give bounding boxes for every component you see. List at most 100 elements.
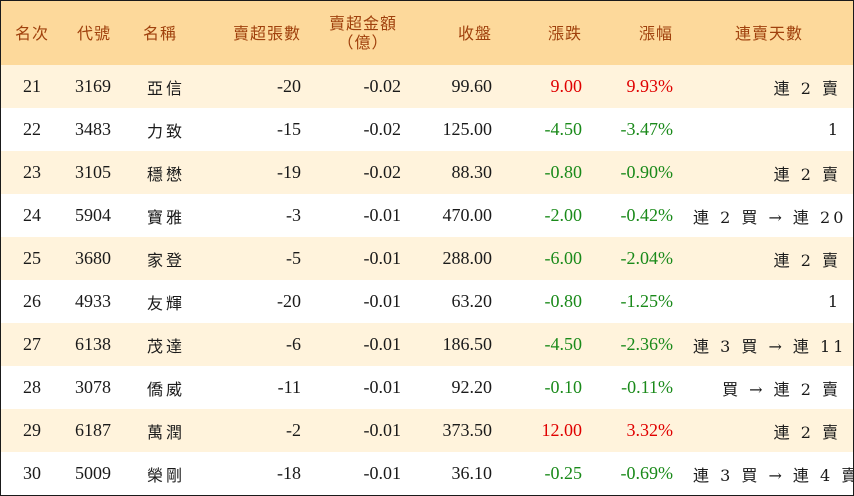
cell-change-pct: -3.47% [620, 119, 674, 139]
cell-net-sell-amount: -0.02 [363, 76, 402, 96]
cell-change: 12.00 [541, 420, 583, 440]
cell-close: 288.00 [442, 248, 493, 268]
table-row[interactable]: 28 3078 僑威 -11 -0.01 92.20 -0.10 -0.11% 買 → 連 2 … [1, 366, 853, 409]
cell-net-sell-lots: -15 [277, 119, 301, 139]
header-change[interactable]: 漲跌 [547, 23, 582, 43]
cell-rank: 30 [23, 463, 41, 483]
cell-change-pct: -2.04% [620, 248, 674, 268]
cell-net-sell-amount: -0.01 [363, 377, 402, 397]
table-row[interactable]: 23 3105 穩懋 -19 -0.02 88.30 -0.80 -0.90% 連 2 賣 [1, 151, 853, 194]
table-row[interactable]: 29 6187 萬潤 -2 -0.01 373.50 12.00 3.32% 連 2 賣 [1, 409, 853, 452]
cell-rank: 22 [23, 119, 41, 139]
table-row[interactable]: 24 5904 寶雅 -3 -0.01 470.00 -2.00 -0.42% 連 2 買 → … [1, 194, 853, 237]
cell-consecutive-days: 連 2 賣 [773, 422, 841, 442]
cell-consecutive-days: 連 2 賣 [773, 78, 841, 98]
cell-code: 6138 [75, 334, 111, 354]
cell-code: 3105 [75, 162, 111, 182]
cell-close: 92.20 [451, 377, 493, 397]
cell-close: 373.50 [442, 420, 493, 440]
cell-net-sell-lots: -19 [277, 162, 301, 182]
cell-change-pct: -1.25% [620, 291, 674, 311]
cell-consecutive-days: 連 2 賣 [773, 164, 841, 184]
header-name[interactable]: 名稱 [143, 23, 178, 43]
cell-net-sell-lots: -20 [277, 291, 301, 311]
cell-name: 寶雅 [147, 207, 186, 227]
cell-name: 茂達 [147, 336, 186, 356]
cell-change-pct: -0.90% [620, 162, 674, 182]
header-close[interactable]: 收盤 [457, 23, 492, 43]
cell-rank: 25 [23, 248, 41, 268]
cell-rank: 27 [23, 334, 41, 354]
cell-name: 家登 [147, 250, 186, 270]
header-net-sell-amount-unit: （億） [337, 33, 389, 52]
header-net-sell-amount[interactable]: 賣超金額 （億） [313, 1, 413, 65]
cell-code: 3680 [75, 248, 111, 268]
table-header: 名次 代號 名稱 賣超張數 賣超金額 （億） 收盤 漲跌 漲幅 連賣天數 [1, 1, 853, 65]
cell-code: 3169 [75, 76, 111, 96]
cell-net-sell-lots: -2 [286, 420, 301, 440]
cell-code: 5009 [75, 463, 111, 483]
cell-change-pct: -2.36% [620, 334, 674, 354]
cell-net-sell-lots: -11 [277, 377, 301, 397]
header-change-pct[interactable]: 漲幅 [638, 23, 673, 43]
cell-code: 3078 [75, 377, 111, 397]
cell-net-sell-lots: -6 [286, 334, 301, 354]
table-body: 21 3169 亞信 -20 -0.02 99.60 9.00 9.93% 連 2 賣 22 348… [1, 65, 853, 495]
header-consecutive-days[interactable]: 連賣天數 [734, 23, 803, 43]
cell-change: -2.00 [544, 205, 583, 225]
cell-net-sell-amount: -0.01 [363, 248, 402, 268]
cell-consecutive-days: 買 → 連 2 賣 [722, 379, 841, 399]
cell-rank: 28 [23, 377, 41, 397]
table-row[interactable]: 27 6138 茂達 -6 -0.01 186.50 -4.50 -2.36% 連 3 買 → … [1, 323, 853, 366]
header-net-sell-lots[interactable]: 賣超張數 [232, 23, 301, 43]
cell-consecutive-days: 連 2 賣 [773, 250, 841, 270]
cell-change-pct: 9.93% [626, 76, 674, 96]
cell-code: 6187 [75, 420, 111, 440]
cell-consecutive-days: 1 [827, 120, 841, 139]
cell-change-pct: -0.42% [620, 205, 674, 225]
cell-net-sell-amount: -0.02 [363, 119, 402, 139]
cell-rank: 23 [23, 162, 41, 182]
header-code[interactable]: 代號 [77, 23, 112, 43]
cell-rank: 21 [23, 76, 41, 96]
cell-name: 穩懋 [147, 164, 186, 184]
header-row: 名次 代號 名稱 賣超張數 賣超金額 （億） 收盤 漲跌 漲幅 連賣天數 [1, 1, 853, 65]
cell-net-sell-amount: -0.01 [363, 420, 402, 440]
table-row[interactable]: 26 4933 友輝 -20 -0.01 63.20 -0.80 -1.25% 1 [1, 280, 853, 323]
cell-consecutive-days: 1 [827, 292, 841, 311]
cell-code: 5904 [75, 205, 111, 225]
cell-close: 36.10 [451, 463, 493, 483]
cell-name: 力致 [147, 121, 186, 141]
table-row[interactable]: 25 3680 家登 -5 -0.01 288.00 -6.00 -2.04% 連 2 賣 [1, 237, 853, 280]
cell-change: -0.80 [544, 291, 583, 311]
cell-name: 榮剛 [147, 465, 186, 485]
header-net-sell-amount-line1: 賣超金額 [328, 14, 397, 33]
table-row[interactable]: 21 3169 亞信 -20 -0.02 99.60 9.00 9.93% 連 2 賣 [1, 65, 853, 108]
table-row[interactable]: 30 5009 榮剛 -18 -0.01 36.10 -0.25 -0.69% 連 3 買 → … [1, 452, 853, 495]
cell-close: 99.60 [451, 76, 493, 96]
cell-change: -0.25 [544, 463, 583, 483]
table-row[interactable]: 22 3483 力致 -15 -0.02 125.00 -4.50 -3.47% 1 [1, 108, 853, 151]
cell-consecutive-days: 連 3 買 → 連 11 賣 [693, 336, 853, 356]
cell-change: -6.00 [544, 248, 583, 268]
cell-name: 僑威 [147, 379, 186, 399]
cell-consecutive-days: 連 2 買 → 連 20 賣 [693, 207, 853, 227]
cell-net-sell-amount: -0.01 [363, 291, 402, 311]
cell-close: 63.20 [451, 291, 493, 311]
cell-change: -0.80 [544, 162, 583, 182]
cell-net-sell-lots: -3 [286, 205, 301, 225]
cell-net-sell-amount: -0.01 [363, 463, 402, 483]
cell-change: -4.50 [544, 334, 583, 354]
cell-net-sell-lots: -5 [286, 248, 301, 268]
cell-change: -0.10 [544, 377, 583, 397]
cell-code: 4933 [75, 291, 111, 311]
header-rank[interactable]: 名次 [14, 23, 49, 43]
cell-name: 萬潤 [147, 422, 186, 442]
cell-close: 88.30 [451, 162, 493, 182]
cell-change-pct: 3.32% [626, 420, 674, 440]
cell-close: 470.00 [442, 205, 493, 225]
cell-net-sell-lots: -20 [277, 76, 301, 96]
cell-rank: 29 [23, 420, 41, 440]
cell-change: -4.50 [544, 119, 583, 139]
